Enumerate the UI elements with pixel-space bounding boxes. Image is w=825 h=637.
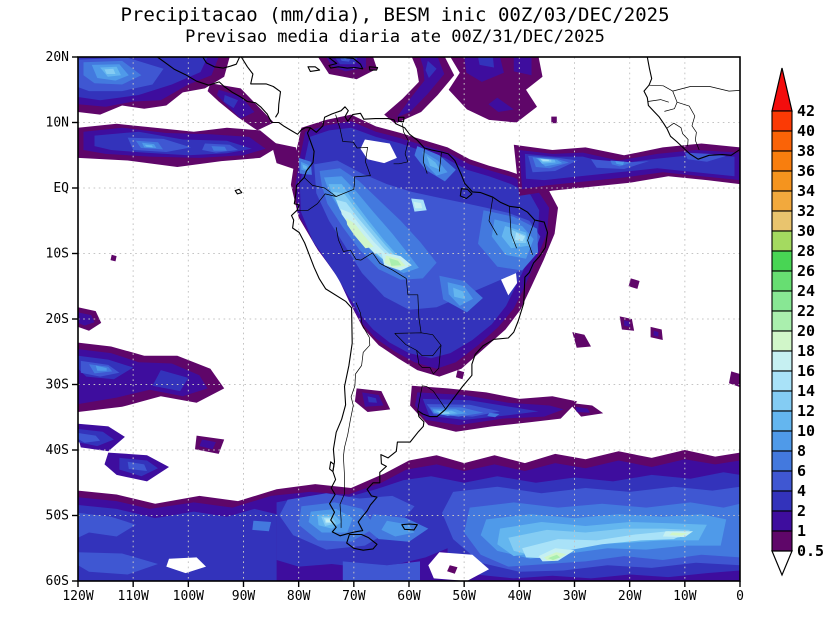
axis-ticks: [72, 56, 741, 587]
svg-text:20N: 20N: [46, 50, 69, 65]
map-title: Precipitacao (mm/dia), BESM inic 00Z/03/…: [120, 4, 670, 26]
country-borders: [297, 84, 740, 528]
svg-text:10W: 10W: [673, 589, 697, 604]
svg-text:22: 22: [797, 302, 815, 320]
coastlines: [157, 57, 740, 551]
svg-text:0.5: 0.5: [797, 542, 824, 560]
svg-text:40: 40: [797, 122, 815, 140]
map-subtitle: Previsao media diaria ate 00Z/31/DEC/202…: [185, 27, 605, 47]
svg-text:70W: 70W: [342, 589, 366, 604]
colorbar: 4240383634323028262422201816141210864210…: [771, 67, 824, 577]
svg-text:30W: 30W: [563, 589, 587, 604]
svg-text:26: 26: [797, 262, 815, 280]
svg-text:16: 16: [797, 362, 815, 380]
svg-text:24: 24: [797, 282, 815, 300]
svg-text:30S: 30S: [46, 378, 69, 393]
svg-text:30: 30: [797, 222, 815, 240]
svg-text:18: 18: [797, 342, 815, 360]
svg-text:110W: 110W: [118, 589, 149, 604]
svg-text:12: 12: [797, 402, 815, 420]
svg-text:32: 32: [797, 202, 815, 220]
svg-text:90W: 90W: [232, 589, 256, 604]
svg-text:50S: 50S: [46, 509, 69, 524]
svg-text:34: 34: [797, 182, 815, 200]
graticule: [78, 57, 740, 581]
svg-text:10N: 10N: [46, 116, 69, 131]
svg-text:60W: 60W: [397, 589, 421, 604]
svg-text:4: 4: [797, 482, 806, 500]
svg-text:6: 6: [797, 462, 806, 480]
svg-text:120W: 120W: [62, 589, 93, 604]
svg-text:80W: 80W: [287, 589, 311, 604]
svg-text:2: 2: [797, 502, 806, 520]
svg-text:40W: 40W: [508, 589, 532, 604]
svg-text:100W: 100W: [173, 589, 204, 604]
svg-text:10: 10: [797, 422, 815, 440]
svg-text:50W: 50W: [452, 589, 476, 604]
svg-text:8: 8: [797, 442, 806, 460]
svg-text:60S: 60S: [46, 574, 69, 589]
svg-text:0: 0: [736, 589, 744, 604]
svg-text:1: 1: [797, 522, 806, 540]
svg-text:38: 38: [797, 142, 815, 160]
svg-text:28: 28: [797, 242, 815, 260]
svg-text:40S: 40S: [46, 443, 69, 458]
svg-text:20S: 20S: [46, 312, 69, 327]
svg-text:10S: 10S: [46, 247, 69, 262]
svg-text:14: 14: [797, 382, 815, 400]
svg-text:36: 36: [797, 162, 815, 180]
svg-text:20: 20: [797, 322, 815, 340]
svg-text:EQ: EQ: [53, 181, 69, 196]
svg-text:20W: 20W: [618, 589, 642, 604]
svg-text:42: 42: [797, 102, 815, 120]
